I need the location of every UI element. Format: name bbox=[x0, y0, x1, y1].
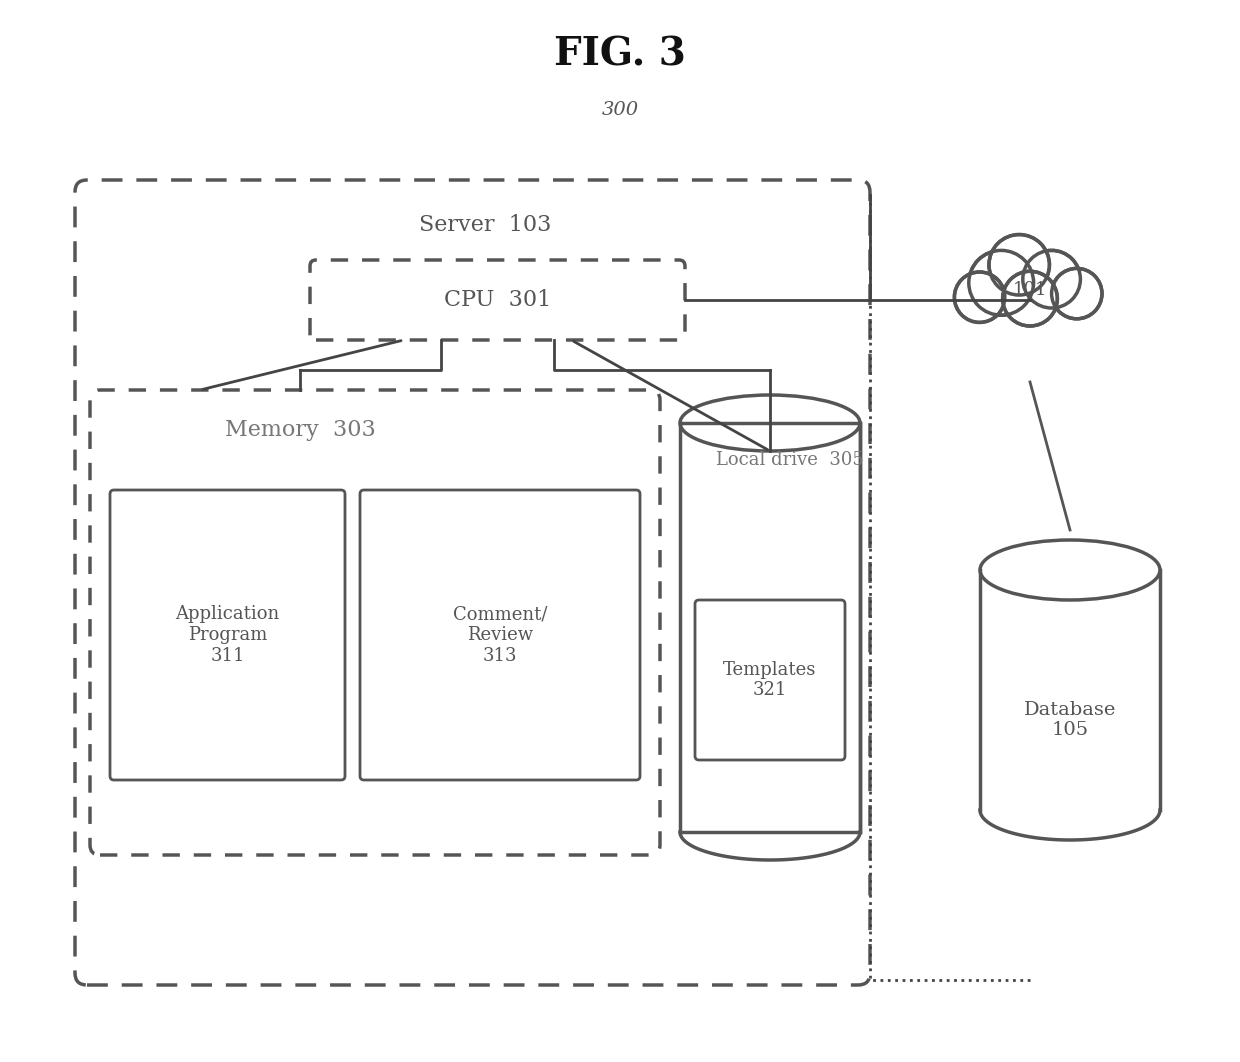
Circle shape bbox=[990, 235, 1049, 295]
Circle shape bbox=[1003, 271, 1058, 326]
Text: 300: 300 bbox=[601, 101, 639, 119]
Text: Memory  303: Memory 303 bbox=[224, 419, 376, 441]
Text: Templates
321: Templates 321 bbox=[723, 661, 817, 700]
Text: Server  103: Server 103 bbox=[419, 215, 552, 236]
Text: 101: 101 bbox=[1013, 281, 1048, 299]
Text: Local drive  305: Local drive 305 bbox=[717, 451, 864, 469]
Circle shape bbox=[1052, 269, 1102, 319]
Text: Database
105: Database 105 bbox=[1024, 701, 1116, 739]
Text: CPU  301: CPU 301 bbox=[444, 289, 551, 311]
Circle shape bbox=[955, 272, 1004, 323]
Text: FIG. 3: FIG. 3 bbox=[554, 36, 686, 74]
Text: Application
Program
311: Application Program 311 bbox=[175, 605, 280, 665]
Circle shape bbox=[968, 251, 1034, 315]
Circle shape bbox=[1023, 251, 1080, 308]
Text: Comment/
Review
313: Comment/ Review 313 bbox=[453, 605, 547, 665]
